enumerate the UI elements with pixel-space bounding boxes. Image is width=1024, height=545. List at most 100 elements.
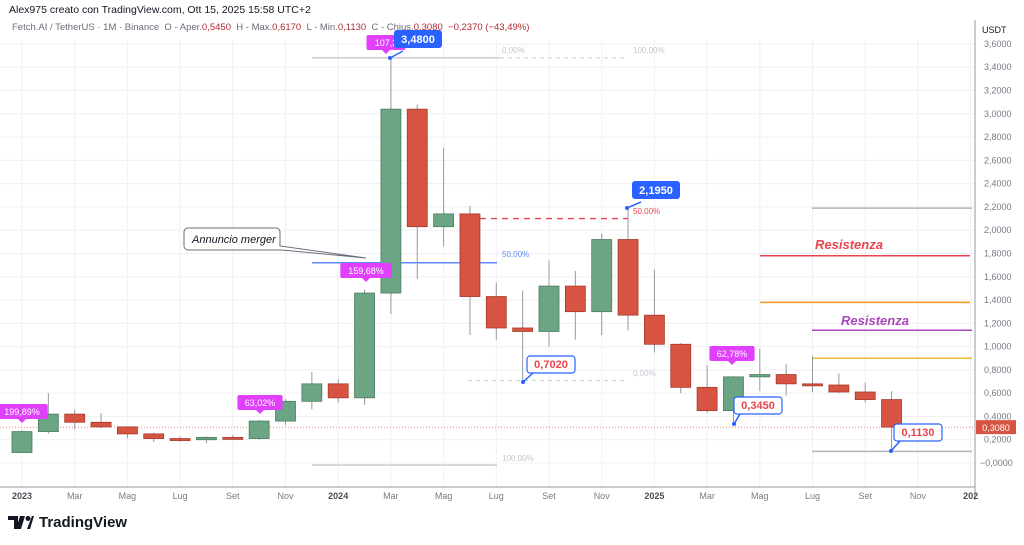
- percent-change-text: 199,89%: [4, 407, 40, 417]
- percent-change-badge: [340, 263, 392, 278]
- percent-change-text: 159,68%: [348, 266, 384, 276]
- price-tick: 1,2000: [984, 318, 1012, 328]
- time-tick: Set: [226, 491, 240, 501]
- price-axis-unit: USDT: [982, 25, 1007, 35]
- candle-body[interactable]: [485, 296, 507, 329]
- candle-body[interactable]: [301, 383, 323, 402]
- high-value: 0,6170: [272, 22, 302, 33]
- tradingview-brand: TradingView: [8, 514, 127, 531]
- candle-body[interactable]: [644, 314, 665, 345]
- candle-body[interactable]: [196, 436, 217, 441]
- candle-body[interactable]: [591, 239, 613, 313]
- candle-body[interactable]: [802, 383, 823, 387]
- price-tick: 2,4000: [984, 179, 1012, 189]
- candle-body[interactable]: [380, 108, 402, 294]
- candle-body[interactable]: [11, 431, 33, 453]
- low-label: L - Min.: [306, 22, 338, 33]
- current-price-text: 0,3080: [982, 423, 1010, 433]
- price-label-box[interactable]: [394, 30, 442, 48]
- price-label-text: 2,1950: [639, 185, 673, 197]
- time-tick: Nov: [277, 491, 294, 501]
- candle-body[interactable]: [538, 285, 560, 332]
- time-tick: 2024: [328, 491, 348, 501]
- time-tick: 202: [963, 491, 978, 501]
- price-label-box[interactable]: [733, 396, 783, 415]
- time-tick: Set: [858, 491, 872, 501]
- time-tick: Set: [542, 491, 556, 501]
- badge-pointer: [18, 419, 26, 423]
- price-label-pointer: [389, 50, 404, 59]
- callout-box[interactable]: [183, 227, 367, 259]
- candle-body[interactable]: [354, 292, 375, 399]
- time-tick: Lug: [173, 491, 188, 501]
- candle-body[interactable]: [327, 383, 349, 399]
- fib-label: 100,00%: [502, 454, 534, 463]
- time-tick: Mag: [435, 491, 453, 501]
- percent-change-badge: [709, 346, 755, 361]
- candle-body[interactable]: [459, 213, 481, 297]
- time-tick: Lug: [805, 491, 820, 501]
- candle-body[interactable]: [117, 426, 138, 435]
- price-label-text: 0,3450: [741, 400, 775, 412]
- high-label: H - Max.: [236, 22, 273, 33]
- candle-body[interactable]: [696, 386, 718, 412]
- candle-body[interactable]: [222, 436, 244, 440]
- time-tick: Mag: [751, 491, 769, 501]
- price-anchor-dot: [625, 206, 629, 210]
- price-label-box[interactable]: [632, 181, 680, 199]
- percent-change-badge: [237, 395, 283, 410]
- percent-change-text: 107,3: [375, 38, 398, 48]
- resistance-label-1: Resistenza: [815, 237, 883, 252]
- price-tick: 1,0000: [984, 342, 1012, 352]
- candle-body[interactable]: [143, 433, 165, 439]
- candle-body[interactable]: [828, 384, 850, 393]
- candle-body[interactable]: [881, 399, 902, 428]
- candle-body[interactable]: [406, 108, 428, 228]
- candle-body[interactable]: [749, 374, 771, 378]
- candle-body[interactable]: [564, 285, 586, 313]
- time-tick: Mar: [383, 491, 399, 501]
- candle-body[interactable]: [90, 421, 112, 428]
- price-tick: 1,8000: [984, 248, 1012, 258]
- price-tick: 2,0000: [984, 225, 1012, 235]
- candle-body[interactable]: [775, 374, 797, 385]
- low-value: 0,1130: [337, 22, 367, 33]
- candle-body[interactable]: [248, 420, 270, 439]
- candle-body[interactable]: [854, 391, 876, 400]
- open-label: O - Aper.: [164, 22, 202, 33]
- price-tick: 2,8000: [984, 132, 1012, 142]
- price-label-pointer: [890, 440, 901, 452]
- candle-body[interactable]: [670, 343, 692, 388]
- price-tick: 0,2000: [984, 435, 1012, 445]
- price-anchor-dot: [889, 449, 893, 453]
- price-anchor-dot: [732, 422, 736, 426]
- tradingview-logo-icon: [8, 516, 34, 529]
- candle-body[interactable]: [433, 213, 455, 228]
- candle-body[interactable]: [512, 327, 534, 332]
- fib-label: 50,00%: [633, 207, 660, 216]
- price-label-text: 3,4800: [401, 34, 435, 46]
- candle-body[interactable]: [617, 239, 639, 316]
- fib-label: 50,00%: [502, 250, 529, 259]
- time-tick: Mar: [67, 491, 83, 501]
- symbol-label[interactable]: Fetch.AI / TetherUS · 1M · Binance: [12, 22, 160, 33]
- open-value: 0,5450: [201, 22, 231, 33]
- candle-body[interactable]: [64, 413, 86, 423]
- price-tick: 3,2000: [984, 86, 1012, 96]
- price-tick: 0,4000: [984, 411, 1012, 421]
- price-tick: 3,4000: [984, 62, 1012, 72]
- price-label-box[interactable]: [893, 423, 943, 442]
- change-value: −0,2370 (−43,49%): [448, 22, 530, 33]
- close-label: C - Chius.: [371, 22, 414, 33]
- price-tick: 1,4000: [984, 295, 1012, 305]
- current-price-tag: [976, 420, 1016, 435]
- price-label-box[interactable]: [526, 355, 576, 374]
- fib-label: 0,00%: [633, 369, 656, 378]
- resistance-label-2: Resistenza: [841, 313, 909, 328]
- price-label-pointer: [522, 372, 534, 383]
- badge-pointer: [382, 50, 390, 54]
- candle-body[interactable]: [169, 438, 191, 441]
- ohlc-legend: Fetch.AI / TetherUS · 1M · Binance O - A…: [12, 22, 529, 33]
- price-label-pointer: [626, 201, 642, 209]
